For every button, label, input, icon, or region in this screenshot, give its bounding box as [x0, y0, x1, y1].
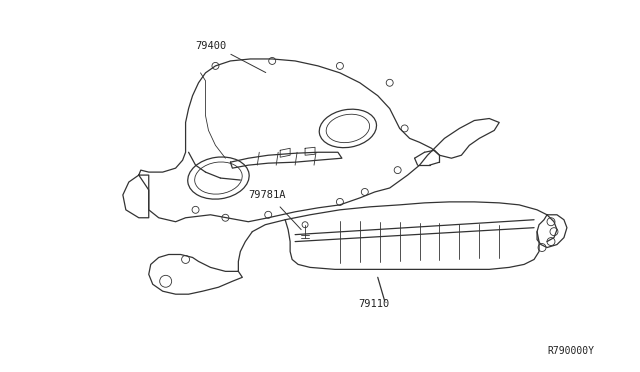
- Text: 79110: 79110: [358, 299, 389, 309]
- Text: 79781A: 79781A: [248, 190, 286, 200]
- Text: 79400: 79400: [196, 41, 227, 51]
- Text: R790000Y: R790000Y: [547, 346, 594, 356]
